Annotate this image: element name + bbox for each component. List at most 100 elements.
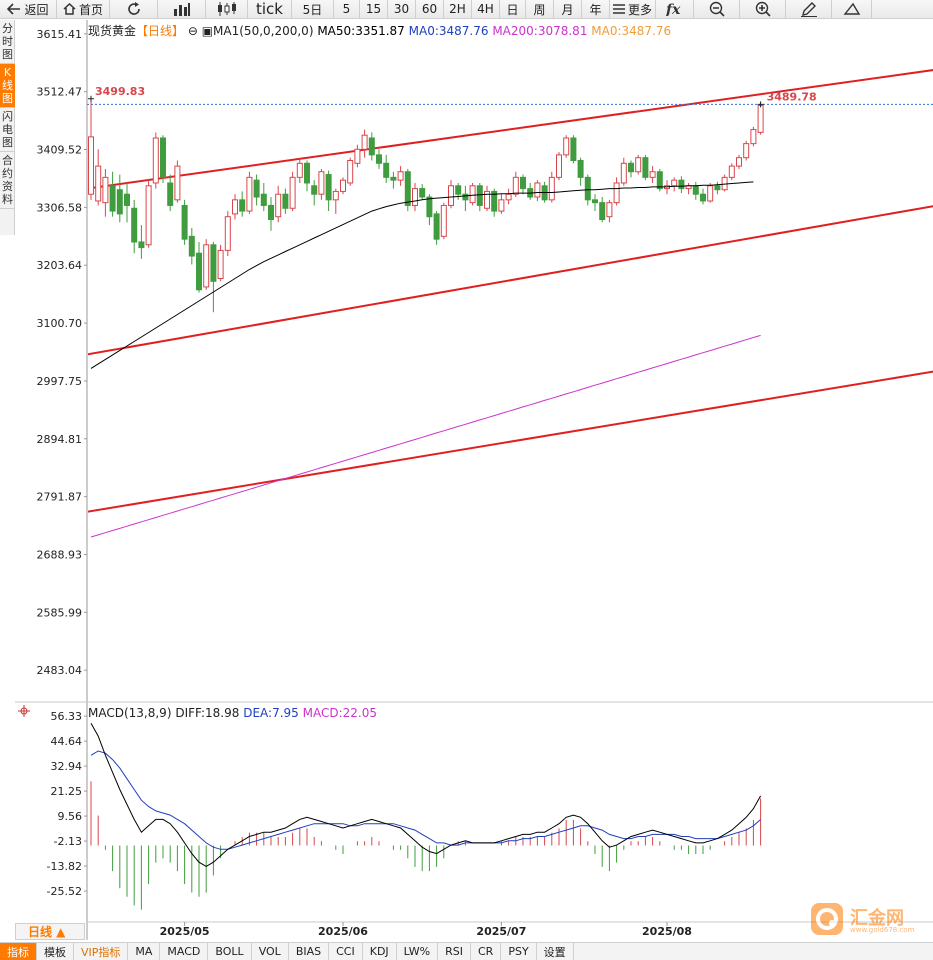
toolbar-button-6[interactable]: 5日 (292, 0, 334, 18)
indicator-tab-2[interactable]: VIP指标 (74, 943, 129, 960)
candle-body (116, 189, 123, 215)
time-tick-label: 2025/06 (318, 925, 368, 938)
toolbar-button-10[interactable]: 60 (416, 0, 444, 18)
indicator-tab-11[interactable]: RSI (438, 943, 471, 960)
top-toolbar: 返回 首页 tick 5日 5 15 30 60 2H 4H 日周月年 更多 fx (0, 0, 933, 19)
candle (476, 182, 483, 212)
indicator-tab-7[interactable]: BIAS (289, 943, 330, 960)
macd-tick-label: -2.13 (54, 835, 82, 848)
indicator-tab-12[interactable]: CR (471, 943, 502, 960)
side-tab-3[interactable]: 合约资料 (0, 152, 15, 209)
candle (311, 180, 318, 206)
indicator-tab-5[interactable]: BOLL (208, 943, 252, 960)
candle (325, 170, 332, 212)
candle-body (289, 176, 296, 209)
candle (160, 135, 166, 183)
toolbar-button-8[interactable]: 15 (360, 0, 388, 18)
legend-ma200: MA200:3078.81 (489, 24, 588, 38)
toolbar-button-14[interactable]: 周 (526, 0, 554, 18)
indicator-tab-8[interactable]: CCI (329, 943, 363, 960)
candle-body (160, 137, 166, 178)
toolbar-label: 30 (393, 2, 410, 16)
candle-body (102, 176, 109, 204)
time-tick-label: 2025/08 (642, 925, 692, 938)
toolbar-button-9[interactable]: 30 (388, 0, 416, 18)
ma50-line (90, 181, 754, 369)
toolbar-button-12[interactable]: 4H (472, 0, 500, 18)
candle-body (628, 162, 634, 173)
toolbar-button-17[interactable]: 更多 (610, 0, 656, 18)
logo-icon (811, 903, 843, 935)
macd-tick-label: 9.56 (58, 810, 83, 823)
candle (656, 168, 663, 192)
last-price-label: 3489.78 (767, 90, 817, 103)
candle-body (520, 176, 526, 190)
candle (707, 182, 714, 203)
indicator-tab-4[interactable]: MACD (160, 943, 209, 960)
toolbar-triangle-button[interactable] (832, 0, 872, 18)
macd-diff-line (90, 722, 762, 867)
indicator-tab-1[interactable]: 模板 (37, 943, 74, 960)
candle (217, 244, 224, 282)
pen-draw-icon (800, 1, 817, 17)
candle-body (304, 162, 310, 184)
toolbar-refresh-button[interactable] (110, 0, 158, 18)
candle-body (484, 190, 490, 209)
candle-body (671, 179, 678, 187)
candle-body (498, 199, 505, 212)
candle-body (512, 176, 519, 195)
indicator-tab-3[interactable]: MA (128, 943, 161, 960)
toolbar-button-15[interactable]: 月 (554, 0, 582, 18)
indicator-tab-9[interactable]: KDJ (363, 943, 397, 960)
trend-line (88, 69, 933, 190)
candle (376, 149, 382, 169)
candle (743, 140, 750, 161)
legend-ma-params: ⊖ ▣MA1(50,0,200,0) (184, 24, 313, 38)
candle (642, 154, 649, 181)
indicator-tab-13[interactable]: PSY (501, 943, 537, 960)
period-selector-button[interactable]: 日线 ▲ (15, 923, 85, 940)
toolbar-button-0[interactable]: 返回 (0, 0, 57, 18)
candle-body (613, 182, 620, 204)
candle-body (340, 179, 346, 192)
toolbar-button-5[interactable]: tick (248, 0, 292, 18)
candle (224, 211, 231, 257)
indicator-tab-14[interactable]: 设置 (537, 943, 574, 960)
candle (340, 177, 346, 195)
indicator-tab-0[interactable]: 指标 (0, 943, 37, 960)
candle (347, 157, 354, 186)
toolbar-label: 2H (449, 2, 466, 16)
side-tab-2[interactable]: 闪电图 (0, 108, 15, 152)
zoom-in-icon (755, 1, 771, 17)
candle-body (635, 157, 642, 173)
candle-body (570, 137, 577, 161)
toolbar-zoom-out-button[interactable] (694, 0, 740, 18)
toolbar-candlestick-button[interactable] (206, 0, 248, 18)
side-tab-0[interactable]: 分时图 (0, 20, 15, 64)
candle (289, 171, 296, 212)
macd-legend-macd: MACD:22.05 (299, 706, 377, 720)
toolbar-bar-chart-button[interactable] (158, 0, 206, 18)
indicator-tab-6[interactable]: VOL (252, 943, 289, 960)
toolbar-formula-fx-button[interactable]: fx (656, 0, 694, 18)
toolbar-pen-draw-button[interactable] (786, 0, 832, 18)
indicator-tab-10[interactable]: LW% (397, 943, 439, 960)
back-arrow-icon (7, 3, 21, 15)
candle-body (599, 202, 606, 221)
toolbar-button-13[interactable]: 日 (500, 0, 526, 18)
candle (203, 239, 210, 290)
toolbar-button-11[interactable]: 2H (444, 0, 472, 18)
candle-body (448, 185, 454, 206)
toolbar-button-1[interactable]: 首页 (57, 0, 110, 18)
toolbar-button-7[interactable]: 5 (334, 0, 360, 18)
candle-body (368, 137, 375, 156)
candle (484, 185, 490, 212)
toolbar-button-16[interactable]: 年 (582, 0, 610, 18)
candle-body (181, 204, 188, 240)
candle (354, 144, 361, 168)
candle-body (700, 193, 706, 202)
toolbar-zoom-in-button[interactable] (740, 0, 786, 18)
candle (628, 160, 634, 178)
candle (736, 154, 742, 169)
